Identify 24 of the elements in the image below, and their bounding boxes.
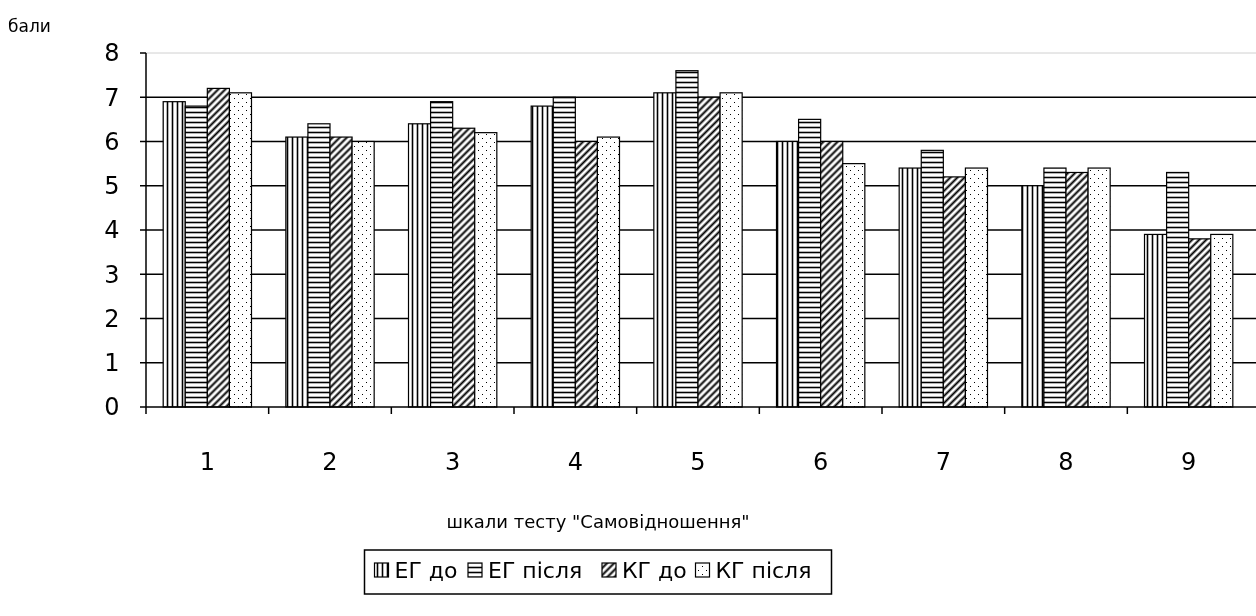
- y-tick-label: 4: [104, 216, 120, 245]
- legend-label: ЕГ до: [394, 557, 458, 583]
- x-tick-label: 5: [690, 448, 706, 476]
- y-tick-label: 8: [104, 39, 120, 68]
- x-tick-label: 6: [813, 448, 829, 476]
- y-axis-title: бали: [8, 16, 51, 36]
- x-tick-label: 2: [322, 448, 338, 476]
- y-tick-label: 6: [104, 127, 120, 156]
- y-tick-label: 5: [104, 172, 120, 201]
- x-tick-label: 1: [199, 448, 215, 476]
- x-tick-label: 9: [1181, 448, 1197, 476]
- y-tick-label: 2: [104, 304, 120, 333]
- x-tick-label: 3: [445, 448, 461, 476]
- y-tick-label: 1: [104, 349, 120, 378]
- legend-label: ЕГ після: [488, 557, 583, 583]
- legend-label: КГ до: [622, 557, 687, 583]
- x-tick-label: 7: [935, 448, 951, 476]
- y-tick-label: 3: [104, 260, 120, 289]
- legend-label: КГ після: [715, 557, 812, 583]
- x-axis-title: шкали тесту "Самовідношення": [446, 511, 750, 532]
- y-tick-label: 7: [104, 83, 120, 112]
- x-tick-label: 8: [1058, 448, 1074, 476]
- y-tick-label: 0: [104, 393, 120, 422]
- x-tick-label: 4: [567, 448, 583, 476]
